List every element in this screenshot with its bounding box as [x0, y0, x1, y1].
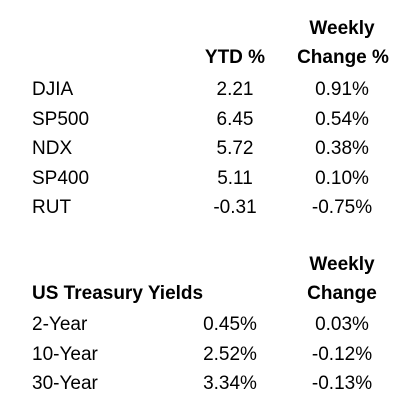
indices-weekly-header-line2: Change % [297, 47, 389, 68]
index-weekly-sp400: 0.10% [315, 168, 369, 189]
index-ytd-rut: -0.31 [213, 197, 257, 218]
treasury-yield-30y: 3.34% [203, 373, 257, 394]
index-ytd-ndx: 5.72 [216, 138, 254, 159]
index-name-sp400: SP400 [32, 168, 90, 189]
treasury-title: US Treasury Yields [32, 283, 204, 304]
index-name-sp500: SP500 [32, 109, 90, 130]
index-name-ndx: NDX [32, 138, 73, 159]
index-weekly-djia: 0.91% [315, 79, 369, 100]
index-ytd-sp500: 6.45 [216, 109, 254, 130]
index-weekly-ndx: 0.38% [315, 138, 369, 159]
treasury-weekly-header-line2: Change [307, 283, 377, 304]
index-name-djia: DJIA [32, 79, 74, 100]
treasury-weekly-10y: -0.12% [311, 344, 373, 365]
index-weekly-rut: -0.75% [311, 197, 373, 218]
treasury-yield-10y: 2.52% [203, 344, 257, 365]
treasury-weekly-2y: 0.03% [315, 314, 369, 335]
indices-weekly-header-line1: Weekly [309, 18, 375, 39]
index-weekly-sp500: 0.54% [315, 109, 369, 130]
treasury-name-10y: 10-Year [32, 344, 98, 365]
treasury-weekly-30y: -0.13% [311, 373, 373, 394]
index-name-rut: RUT [32, 197, 72, 218]
treasury-yield-2y: 0.45% [203, 314, 257, 335]
treasury-weekly-header-line1: Weekly [309, 254, 375, 275]
index-ytd-djia: 2.21 [216, 79, 254, 100]
index-ytd-sp400: 5.11 [217, 168, 253, 189]
treasury-name-2y: 2-Year [32, 314, 88, 335]
indices-ytd-header: YTD % [204, 47, 266, 68]
treasury-name-30y: 30-Year [32, 373, 98, 394]
